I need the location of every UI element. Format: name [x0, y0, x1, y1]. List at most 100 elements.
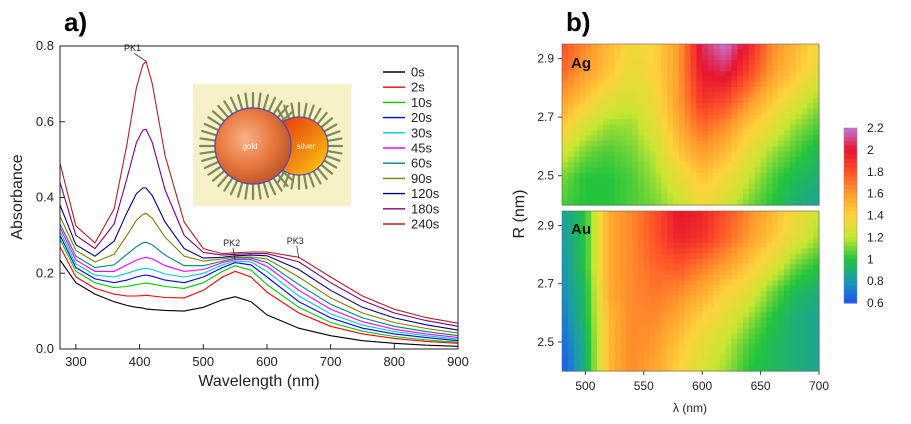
heatmap-cell: [602, 135, 610, 142]
heatmap-cell: [725, 221, 732, 228]
heatmap-cell: [678, 291, 686, 297]
heatmap-cell: [696, 54, 703, 61]
heatmap-cell: [795, 237, 803, 244]
panel-b-label: b): [566, 7, 591, 37]
heatmap-cell: [778, 194, 785, 201]
heatmap-cell: [719, 44, 727, 50]
heatmap-cell: [649, 81, 657, 88]
heatmap-cell: [754, 194, 762, 201]
heatmap-cell: [626, 199, 633, 206]
ligand-spike: [323, 154, 341, 162]
heatmap-cell: [743, 54, 750, 61]
heatmap-cell: [766, 355, 773, 361]
heatmap-cell: [678, 275, 686, 281]
heatmap-cell: [731, 65, 738, 72]
heatmap-cell: [725, 227, 732, 233]
heatmap-cell: [591, 86, 598, 93]
heatmap-cell: [795, 365, 803, 372]
heatmap-cell: [801, 135, 808, 142]
heatmap-cell: [772, 227, 779, 233]
heatmap-cell: [708, 60, 715, 67]
heatmap-cell: [649, 360, 657, 367]
heatmap-cell: [743, 156, 750, 163]
heatmap-cell: [626, 97, 633, 104]
ligand-spike: [262, 94, 270, 113]
heatmap-cell: [597, 172, 604, 179]
heatmap-cell: [713, 113, 721, 120]
heatmap-cell: [748, 97, 756, 104]
heatmap-cell: [783, 333, 791, 340]
heatmap-cell: [573, 140, 581, 147]
heatmap-cell: [696, 365, 703, 372]
heatmap-cell: [597, 264, 604, 271]
heatmap-cell: [632, 183, 639, 190]
heatmap-cell: [626, 349, 633, 356]
heatmap-cell: [708, 216, 715, 223]
heatmap-cell: [783, 65, 791, 72]
heatmap-cell: [626, 140, 633, 147]
heatmap-cell: [766, 312, 773, 319]
heatmap-cell: [766, 140, 773, 147]
heatmap-cell: [591, 237, 598, 244]
heatmap-cell: [766, 291, 773, 297]
heatmap-cell: [643, 243, 651, 249]
heatmap-cell: [708, 129, 715, 136]
heatmap-cell: [567, 328, 575, 335]
heatmap-cell: [778, 328, 785, 335]
heatmap-cell: [719, 162, 727, 169]
heatmap-cell: [614, 312, 622, 319]
heatmap-cell: [585, 194, 592, 201]
heatmap-cell: [789, 49, 797, 56]
heatmap-cell: [760, 151, 768, 158]
heatmap-cell: [643, 86, 651, 93]
colorbar-frame: [843, 127, 858, 304]
heatmap-cell: [795, 188, 803, 195]
heatmap-cell: [678, 248, 686, 255]
heatmap-cell: [783, 194, 791, 201]
heatmap-cell: [573, 307, 581, 313]
heatmap-cell: [661, 86, 668, 93]
heatmap-cell: [807, 301, 814, 308]
heatmap-cell: [795, 307, 803, 313]
heatmap-cell: [602, 253, 610, 260]
heatmap-cell: [713, 167, 721, 174]
legend-label-90s: 90s: [411, 171, 432, 186]
heatmap-cell: [608, 124, 616, 131]
heatmap-cell: [748, 264, 756, 271]
heatmap-cell: [719, 167, 727, 174]
heatmap-cell: [743, 44, 750, 50]
heatmap-cell: [591, 312, 598, 319]
heatmap-cell: [766, 360, 773, 367]
colorbar-segment: [844, 145, 857, 151]
heatmap-cell: [597, 211, 604, 217]
heatmap-cell: [567, 312, 575, 319]
heatmap-cell: [632, 135, 639, 142]
heatmap-cell: [591, 264, 598, 271]
heatmap-cell: [690, 221, 697, 228]
heatmap-cell: [766, 65, 773, 72]
heatmap-cell: [684, 237, 692, 244]
heatmap-cell: [655, 301, 662, 308]
heatmap-cell: [672, 301, 680, 308]
heatmap-cell: [743, 333, 750, 340]
heatmap-cell: [632, 167, 639, 174]
heatmap-cell: [789, 216, 797, 223]
heatmap-cell: [690, 216, 697, 223]
heatmap-cell: [754, 70, 762, 77]
heatmap-cell: [614, 65, 622, 72]
heatmap-cell: [813, 285, 820, 292]
heatmap-cell: [719, 264, 727, 271]
heatmap-cell: [783, 328, 791, 335]
heatmap-cell: [684, 339, 692, 345]
heatmap-cell: [702, 291, 709, 297]
heatmap-cell: [562, 253, 569, 260]
heatmap-cell: [585, 280, 592, 287]
heatmap-cell: [667, 188, 674, 195]
heatmap-cell: [748, 140, 756, 147]
heatmap-cell: [719, 360, 727, 367]
heatmap-cell: [632, 237, 639, 244]
heatmap-cell: [702, 44, 709, 50]
heatmap-cell: [591, 129, 598, 136]
heatmap-cell: [667, 291, 674, 297]
heatmap-cell: [748, 194, 756, 201]
